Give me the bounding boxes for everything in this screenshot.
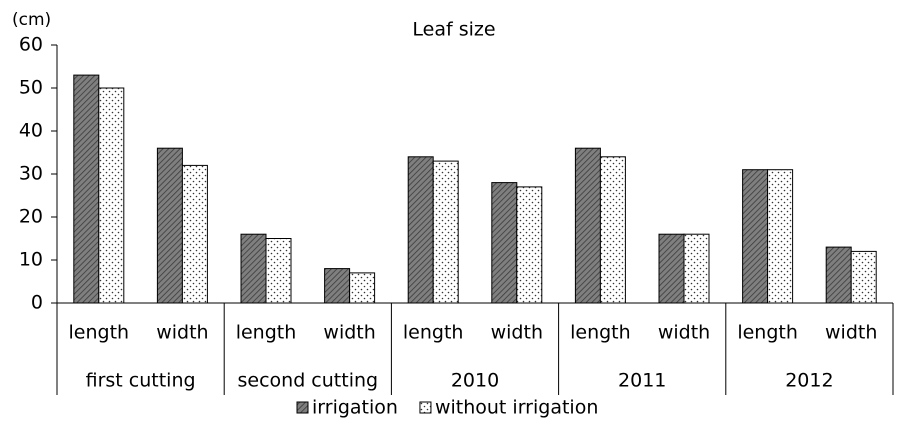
bar	[574, 147, 601, 304]
bar	[683, 233, 710, 304]
chart-title: Leaf size	[412, 19, 495, 41]
y-tick-label: 0	[31, 292, 43, 314]
x-tick-label: length	[570, 322, 631, 344]
y-tick-label: 60	[19, 34, 43, 56]
group-label: 2012	[785, 370, 833, 392]
legend-label: irrigation	[312, 397, 398, 419]
bar	[349, 272, 376, 304]
x-tick-label: length	[737, 322, 798, 344]
bar	[825, 246, 852, 304]
y-tick-label: 20	[19, 206, 43, 228]
x-tick-label: length	[236, 322, 297, 344]
bar	[265, 238, 292, 304]
x-tick-label: length	[69, 322, 130, 344]
bar	[181, 164, 208, 304]
x-tick-label: width	[658, 322, 710, 344]
y-tick-label: 30	[19, 163, 43, 185]
bar	[240, 233, 267, 304]
bar	[491, 182, 518, 304]
group-label: second cutting	[238, 370, 379, 392]
bar	[407, 156, 434, 304]
group-label: 2010	[451, 370, 499, 392]
bar	[658, 233, 685, 304]
x-tick-label: width	[825, 322, 877, 344]
bar	[432, 160, 459, 304]
bar	[98, 87, 125, 304]
x-tick-label: width	[156, 322, 208, 344]
bar	[599, 156, 626, 304]
bar	[850, 250, 877, 304]
bar	[742, 169, 769, 304]
bar	[156, 147, 183, 304]
legend-swatch	[296, 401, 309, 414]
bar	[73, 74, 100, 304]
legend-label: without irrigation	[435, 397, 598, 419]
group-label: first cutting	[86, 370, 196, 392]
y-tick-label: 10	[19, 249, 43, 271]
legend-swatch	[419, 401, 432, 414]
x-tick-label: length	[403, 322, 464, 344]
bar	[516, 186, 543, 304]
y-axis-label: (cm)	[12, 10, 51, 30]
group-label: 2011	[618, 370, 666, 392]
x-tick-label: width	[491, 322, 543, 344]
y-tick-label: 50	[19, 77, 43, 99]
y-tick-label: 40	[19, 120, 43, 142]
bar	[324, 268, 351, 304]
x-tick-label: width	[323, 322, 375, 344]
bar	[767, 169, 794, 304]
